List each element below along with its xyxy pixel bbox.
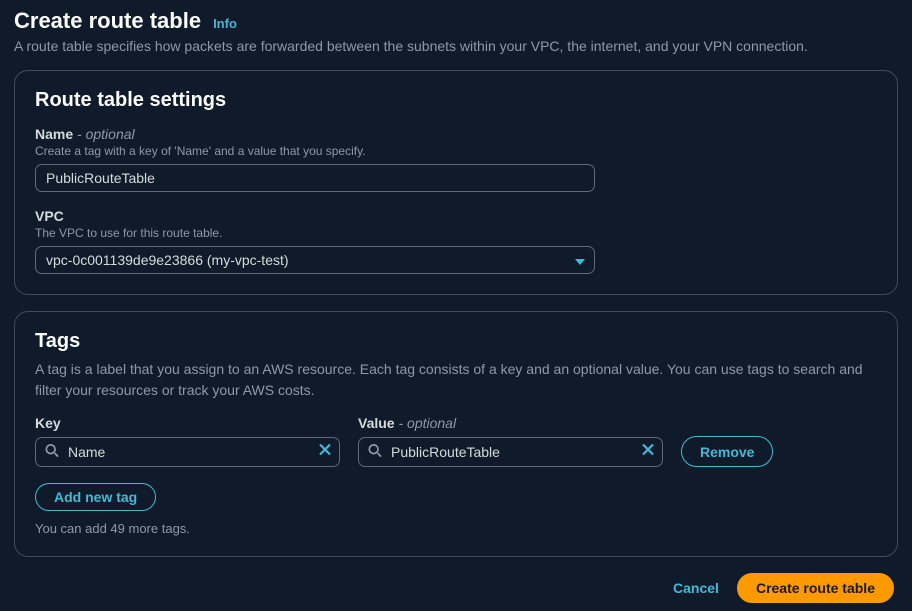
vpc-field: VPC The VPC to use for this route table.… <box>35 208 877 274</box>
name-field: Name - optional Create a tag with a key … <box>35 126 877 192</box>
name-label: Name - optional <box>35 126 877 142</box>
clear-key-icon[interactable] <box>318 443 332 462</box>
tag-row: Key Value - optional <box>35 415 877 467</box>
page-header: Create route table Info A route table sp… <box>14 8 898 54</box>
search-icon <box>368 444 382 461</box>
settings-title: Route table settings <box>35 89 877 112</box>
search-icon <box>45 444 59 461</box>
tag-key-input[interactable] <box>35 437 340 467</box>
vpc-help: The VPC to use for this route table. <box>35 226 877 240</box>
route-table-settings-panel: Route table settings Name - optional Cre… <box>14 70 898 295</box>
tags-remaining: You can add 49 more tags. <box>35 521 877 536</box>
name-label-text: Name <box>35 126 73 142</box>
tag-value-label-text: Value <box>358 415 395 431</box>
remove-tag-button[interactable]: Remove <box>681 436 773 467</box>
vpc-select[interactable]: vpc-0c001139de9e23866 (my-vpc-test) <box>35 246 595 274</box>
cancel-button[interactable]: Cancel <box>673 580 719 596</box>
name-optional: - optional <box>77 126 135 142</box>
vpc-select-value: vpc-0c001139de9e23866 (my-vpc-test) <box>46 252 289 268</box>
name-input[interactable] <box>35 164 595 192</box>
tag-key-label: Key <box>35 415 340 431</box>
tags-title: Tags <box>35 330 877 353</box>
page-description: A route table specifies how packets are … <box>14 38 898 54</box>
tags-panel: Tags A tag is a label that you assign to… <box>14 311 898 557</box>
footer-actions: Cancel Create route table <box>14 573 898 603</box>
page-title: Create route table <box>14 8 201 34</box>
tags-description: A tag is a label that you assign to an A… <box>35 359 877 401</box>
tag-value-optional: - optional <box>398 415 456 431</box>
info-link[interactable]: Info <box>213 16 237 31</box>
tag-value-label: Value - optional <box>358 415 663 431</box>
name-help: Create a tag with a key of 'Name' and a … <box>35 144 877 158</box>
clear-value-icon[interactable] <box>641 443 655 462</box>
add-tag-button[interactable]: Add new tag <box>35 483 156 511</box>
vpc-label: VPC <box>35 208 877 224</box>
create-route-table-button[interactable]: Create route table <box>737 573 894 603</box>
tag-value-input[interactable] <box>358 437 663 467</box>
